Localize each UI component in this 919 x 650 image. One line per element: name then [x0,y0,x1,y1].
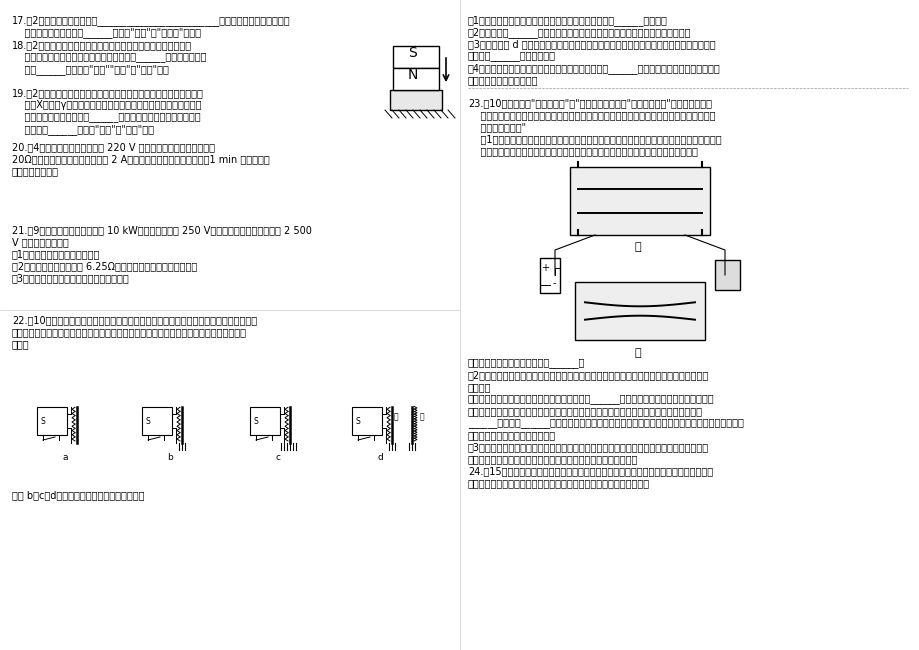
Text: 根据 b、c、d中观察到的情况，完成下面填空。: 根据 b、c、d中观察到的情况，完成下面填空。 [12,490,144,500]
Text: 的并排固定在接线板上，实验电路如图甲所示。通过实验观察到的现象如图乙所示。: 的并排固定在接线板上，实验电路如图甲所示。通过实验观察到的现象如图乙所示。 [468,146,698,156]
Bar [392,68,438,90]
Text: 24.（15分）如图所示是研究电磁感应现象实验电路，在进行实验时，小洁使矩形线框在水: 24.（15分）如图所示是研究电磁感应现象实验电路，在进行实验时，小洁使矩形线框… [468,466,712,476]
Text: 甲: 甲 [393,413,398,421]
Text: 到的磁场力的方向也会发生改变。: 到的磁场力的方向也会发生改变。 [468,430,555,440]
Bar [574,282,704,340]
Text: （2）若输电线的总电阻是 6.25Ω，输电线上损失的电功率多少；: （2）若输电线的总电阻是 6.25Ω，输电线上损失的电功率多少； [12,261,197,271]
Text: S: S [40,417,45,426]
Text: S: S [407,46,416,60]
Bar [714,260,739,290]
Bar [37,407,67,435]
Text: 你认为会出现怎样的情况？通过这个问题，你得到了怎样的启示：: 你认为会出现怎样的情况？通过这个问题，你得到了怎样的启示： [468,454,638,464]
Text: 圈匝数越______，磁性越强。: 圈匝数越______，磁性越强。 [468,51,555,61]
Text: S: S [254,417,258,426]
Text: N: N [407,68,418,82]
Bar [250,407,279,435]
Bar [539,258,560,293]
Text: （2）通过比较______两种情况，可以知道通过的电流越大，电磁铁的磁性越强。: （2）通过比较______两种情况，可以知道通过的电流越大，电磁铁的磁性越强。 [468,27,691,38]
Bar [142,407,172,435]
Text: 乙: 乙 [634,348,641,358]
Text: （1）于是，他和小强商议通过实验来研究这一问题。他们找到了两根柔软的导线，相距较近: （1）于是，他和小强商议通过实验来研究这一问题。他们找到了两根柔软的导线，相距较… [468,134,720,144]
Text: 围存在磁场，磁场又会对通电导体产生力的作用，那么互相靠近的两个通电导体间是否会产: 围存在磁场，磁场又会对通电导体产生力的作用，那么互相靠近的两个通电导体间是否会产 [468,110,715,120]
Text: 小强这样想的理由是，电流产生的磁场方向是由______的方向决定的，当一个通电导体中电: 小强这样想的理由是，电流产生的磁场方向是由______的方向决定的，当一个通电导… [468,394,714,404]
Text: 甲: 甲 [634,242,641,252]
Text: （3）通过比较 d 中甲、乙两个电磁铁，发现外形结构相同的电磁铁，通过相同的电流时，线: （3）通过比较 d 中甲、乙两个电磁铁，发现外形结构相同的电磁铁，通过相同的电流… [468,39,715,49]
Text: （4）这个实验中用到了物理学中常用的一种方法，叫______法。请列举我们学过的一个运用: （4）这个实验中用到了物理学中常用的一种方法，叫______法。请列举我们学过的… [468,63,720,74]
Text: S: S [145,417,150,426]
Text: （1）通过观察电磁铁吸引大头针数目的不同，来判断它______的不同。: （1）通过观察电磁铁吸引大头针数目的不同，来判断它______的不同。 [468,15,667,26]
Text: 22.（10分）为探究电磁铁的磁性跟哪些因素有关，小聪所在的实验小组用漆包线（表面涂: 22.（10分）为探究电磁铁的磁性跟哪些因素有关，小聪所在的实验小组用漆包线（表… [12,315,256,325]
Text: 了这一方法的另一个实验：: 了这一方法的另一个实验： [468,75,538,85]
Text: 21.（9分）发电机的输出功率是 10 kW，输出的电压是 250 V，现用理想的升压变压器以 2 500: 21.（9分）发电机的输出功率是 10 kW，输出的电压是 250 V，现用理想… [12,225,312,235]
Text: S: S [356,417,360,426]
Text: b: b [167,453,173,462]
Text: 方向逐渐靠近铁块时，铁块对桌面的压力将______，铁块受到的重: 方向逐渐靠近铁块时，铁块对桌面的压力将______，铁块受到的重 [12,52,206,62]
Text: a: a [62,453,68,462]
Text: 20Ω。求：当输入电动机的电流是 2 A时，电动机的输出功率是多大？1 min 后电动机产: 20Ω。求：当输入电动机的电流是 2 A时，电动机的输出功率是多大？1 min … [12,154,269,164]
Text: 力将______（均选填"变大""变小"或"不变"）。: 力将______（均选填"变大""变小"或"不变"）。 [12,64,169,75]
Text: 绝缘漆的导线）在大铁钉上绕若干圈，制成简单的电磁铁，结合其他实验器材做了如图所示: 绝缘漆的导线）在大铁钉上绕若干圈，制成简单的电磁铁，结合其他实验器材做了如图所示 [12,327,246,337]
Text: （3）如果重新实验时，小刚和小强没有找到柔软的导线，而是用硬铜芯普通导线进行实验，: （3）如果重新实验时，小刚和小强没有找到柔软的导线，而是用硬铜芯普通导线进行实验… [468,442,709,452]
Text: 20.（4分）一台小型电动机接在 220 V 的电源上，已知线圈的电阻是: 20.（4分）一台小型电动机接在 220 V 的电源上，已知线圈的电阻是 [12,142,215,152]
Text: 18.（2分）如图水平桌面上有一静止的铁块，当一条形磁铁沿垂直: 18.（2分）如图水平桌面上有一静止的铁块，当一条形磁铁沿垂直 [12,40,192,50]
Text: 传播速度______（选填"相等"或"不等"）。: 传播速度______（选填"相等"或"不等"）。 [12,124,153,135]
Text: 17.（2分）直流电动机是根据_________________________原理制成的，直流电动机工: 17.（2分）直流电动机是根据_________________________… [12,15,290,26]
Text: c: c [275,453,280,462]
Text: -: - [551,278,555,288]
Text: 实验。: 实验。 [12,339,29,349]
Text: 生力的作用呢？": 生力的作用呢？" [468,122,526,132]
Text: 线、X射线、γ射线等，它们与人类生活息息相关。例如用来辨别钞: 线、X射线、γ射线等，它们与人类生活息息相关。例如用来辨别钞 [12,100,201,110]
Text: （3）输电线上损失功率占总功率的百分比。: （3）输电线上损失功率占总功率的百分比。 [12,273,130,283]
Text: 该实验表明，两个通电导体之间______。: 该实验表明，两个通电导体之间______。 [468,358,584,368]
Text: （2）小强认为，如果改变其中一个通电导体中的电流方向，则它们之间作用力的方向也会发: （2）小强认为，如果改变其中一个通电导体中的电流方向，则它们之间作用力的方向也会… [468,370,709,380]
Text: 生变化。: 生变化。 [468,382,491,392]
Text: 23.（10分）在复习"电流的磁场"和"磁场对电流的作用"时，小刚想："既然通电导体周: 23.（10分）在复习"电流的磁场"和"磁场对电流的作用"时，小刚想："既然通电… [468,98,711,108]
Text: 时，线圈中电流方向是______（选填"变化"或"不变化"）的。: 时，线圈中电流方向是______（选填"变化"或"不变化"）的。 [12,27,200,38]
Text: V 向远处输电。求：: V 向远处输电。求： [12,237,69,247]
Text: +: + [540,263,549,273]
Text: ______的方向和______的方向有关。另一个通电导体中电流的方向不变，但磁场方向改变化，它受: ______的方向和______的方向有关。另一个通电导体中电流的方向不变，但磁… [468,418,743,428]
Bar [390,90,441,110]
Bar [352,407,381,435]
Text: 乙: 乙 [419,413,424,421]
Text: 票真伪的验钞机就是利用______来工作的，这些电磁波在真空中: 票真伪的验钞机就是利用______来工作的，这些电磁波在真空中 [12,112,200,122]
Bar [392,46,438,68]
Text: 流方向改变了，它产生的磁场方向也会发生改变，面磁场方向对通电导体的作用力的方向与: 流方向改变了，它产生的磁场方向也会发生改变，面磁场方向对通电导体的作用力的方向与 [468,406,702,416]
Text: 19.（2分）电磁波家族成员很多，有无线电波、红外线、可见光、紫外: 19.（2分）电磁波家族成员很多，有无线电波、红外线、可见光、紫外 [12,88,204,98]
Bar [570,167,709,235]
Text: （1）输电线路中的电流是多少；: （1）输电线路中的电流是多少； [12,249,100,259]
Text: 平方向上做切割磁感线运动，开观察电流计示数，记录实验数据如下：: 平方向上做切割磁感线运动，开观察电流计示数，记录实验数据如下： [468,478,650,488]
Text: d: d [377,453,382,462]
Text: 生的热量是多少？: 生的热量是多少？ [12,166,59,176]
